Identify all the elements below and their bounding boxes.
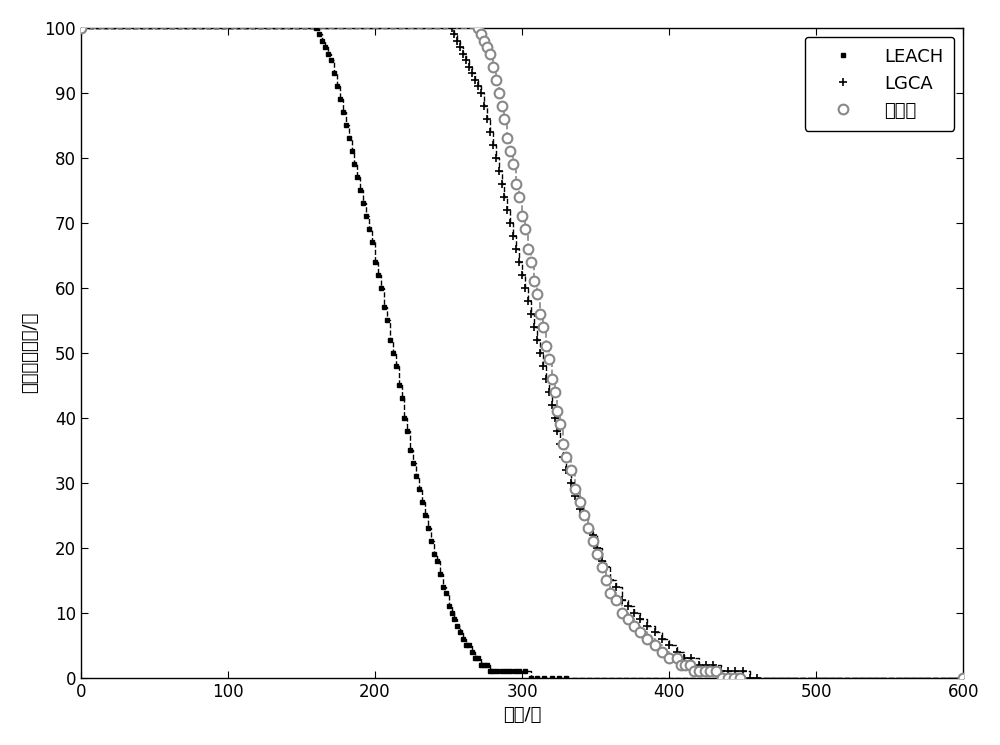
Line: LGCA: LGCA	[77, 24, 968, 682]
本发明	[688, 667, 700, 676]
本发明	[513, 192, 525, 201]
本发明	[549, 387, 561, 396]
本发明	[716, 673, 728, 682]
Line: LEACH: LEACH	[78, 25, 966, 680]
LGCA	[513, 257, 525, 266]
LGCA	[549, 413, 561, 422]
LGCA	[685, 654, 697, 663]
LGCA	[707, 660, 719, 669]
LEACH	[454, 628, 466, 637]
本发明	[569, 485, 581, 494]
LGCA	[490, 153, 502, 162]
X-axis label: 轮数/轮: 轮数/轮	[503, 706, 541, 724]
LGCA	[75, 23, 87, 32]
Y-axis label: 存活节点数目/个: 存活节点数目/个	[21, 312, 39, 393]
LEACH	[328, 69, 340, 77]
LGCA	[957, 673, 969, 682]
LGCA	[744, 673, 756, 682]
LGCA	[671, 647, 683, 656]
本发明	[525, 257, 537, 266]
LEACH	[525, 673, 537, 682]
LEACH	[957, 673, 969, 682]
Line: 本发明: 本发明	[76, 23, 968, 682]
LEACH	[75, 23, 87, 32]
LEACH	[448, 615, 460, 624]
LEACH	[484, 667, 496, 676]
LEACH	[384, 335, 396, 344]
本发明	[957, 673, 969, 682]
Legend: LEACH, LGCA, 本发明: LEACH, LGCA, 本发明	[805, 37, 954, 130]
LEACH	[422, 524, 434, 533]
本发明	[728, 673, 740, 682]
本发明	[75, 23, 87, 32]
